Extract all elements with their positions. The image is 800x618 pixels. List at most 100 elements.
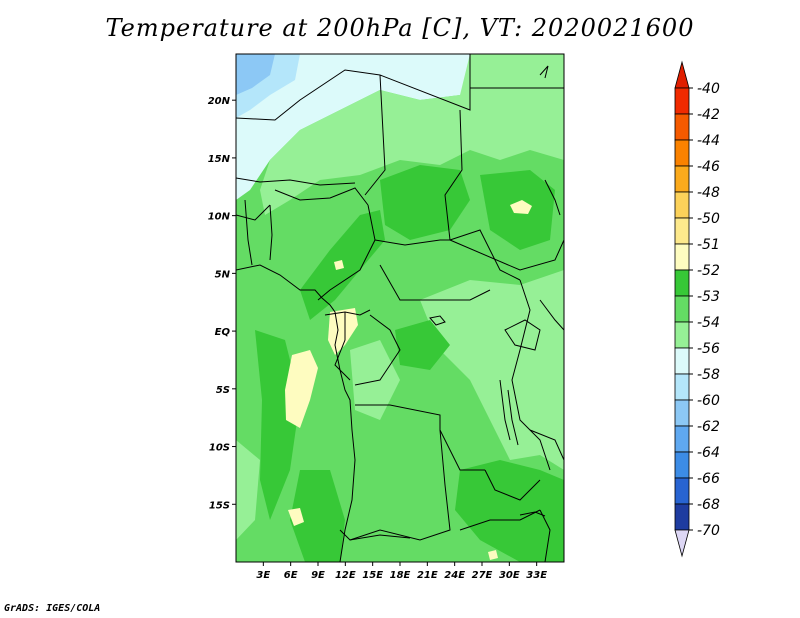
border-nigeria-cameroon (317, 204, 376, 301)
field-dark-green-southeast (455, 460, 564, 562)
border-tanzania (529, 429, 564, 461)
colorbar-label: -62 (697, 419, 720, 435)
lat-tick-label: 10N (208, 212, 231, 223)
border-libya-egypt (469, 54, 564, 89)
colorbar-swatch (674, 113, 690, 141)
field-southwest-light-green (236, 440, 260, 540)
colorbar-swatch (674, 373, 690, 401)
coastline-lake-victoria (504, 319, 541, 351)
border-niger-chad (364, 74, 386, 196)
colorbar-top-arrow (674, 60, 690, 89)
longitude-axis: 3E 6E 9E 12E 15E 18E 21E 24E 27E 30E 33E (256, 562, 547, 581)
colorbar-label: -44 (697, 133, 720, 149)
field-dark-green-center (395, 320, 450, 370)
field-pale-yellow-south-east (488, 550, 498, 560)
border-angola-namibia (339, 529, 411, 541)
colorbar-swatch (674, 139, 690, 167)
coastline-nile (539, 65, 549, 79)
latitude-axis: 20N 15N 10N 5N EQ 5S 10S 15S (208, 96, 236, 511)
temperature-field (236, 54, 564, 562)
lon-tick-label: 24E (444, 570, 465, 581)
border-burkina (236, 204, 271, 221)
border-nigeria-niger (274, 187, 369, 206)
border-angola-zambia (349, 429, 451, 541)
coastline-west-africa (236, 264, 356, 562)
colorbar-label: -68 (697, 497, 720, 513)
lon-tick-label: 12E (335, 570, 356, 581)
lat-tick-label: 20N (208, 96, 231, 107)
lon-tick-label: 6E (284, 570, 298, 581)
lat-tick-label: 5N (215, 269, 231, 280)
lat-tick-label: 15S (209, 500, 230, 511)
colorbar-swatch (674, 87, 690, 115)
colorbar-swatch (674, 217, 690, 245)
colorbar-swatch (674, 269, 690, 297)
colorbar-label: -60 (697, 393, 720, 409)
colorbar-label: -70 (697, 523, 720, 539)
lat-tick-label: 5S (216, 385, 230, 396)
colorbar-label: -51 (697, 237, 720, 253)
border-gabon-congo (334, 312, 351, 381)
border-chad-sudan (444, 109, 463, 241)
lat-tick-label: 15N (208, 154, 231, 165)
colorbar-bottom-arrow (674, 529, 690, 558)
border-sudan-south (449, 239, 564, 271)
border-drc-zambia (484, 469, 541, 501)
lon-tick-label: 33E (526, 570, 547, 581)
colorbar-label: -53 (697, 289, 720, 305)
lon-tick-label: 9E (311, 570, 325, 581)
colorbar-label: -42 (697, 107, 720, 123)
colorbar-swatch (674, 451, 690, 479)
map-title: Temperature at 200hPa [C], VT: 202002160… (105, 14, 695, 42)
border-algeria-niger (236, 69, 381, 121)
field-northwest-mid-blue (236, 54, 275, 95)
border-zambia-zimbabwe (459, 509, 541, 531)
border-lake-west (499, 379, 511, 441)
field-pale-yellow-chad (510, 200, 532, 214)
lat-tick-label: EQ (215, 327, 231, 338)
border-sudan-east (544, 179, 561, 216)
border-mozambique (539, 509, 551, 562)
coastline (236, 65, 549, 562)
colorbar-swatch (674, 191, 690, 219)
colorbar: -40 -42 -44 -46 -48 -50 -51 -52 -53 -54 -56 -58 -60 -… (674, 60, 720, 558)
lon-tick-label: 27E (472, 570, 493, 581)
border-east-africa (511, 279, 551, 471)
colorbar-swatch (674, 503, 690, 531)
lon-tick-label: 30E (499, 570, 520, 581)
field-pale-yellow-small (334, 260, 344, 270)
colorbar-label: -40 (697, 81, 720, 97)
border-benin-nigeria (269, 204, 273, 261)
field-central-light-green (350, 340, 400, 420)
border-ghana-togo (244, 199, 253, 266)
country-borders (236, 54, 564, 562)
colorbar-swatch (674, 321, 690, 349)
colorbar-label: -66 (697, 471, 720, 487)
lat-tick-label: 10S (209, 443, 230, 454)
field-northeast-light-green (455, 54, 564, 160)
field-pale-yellow-south (288, 508, 304, 526)
colorbar-swatch (674, 165, 690, 193)
colorbar-label: -58 (697, 367, 720, 383)
colorbar-swatch (674, 425, 690, 453)
colorbar-swatch (674, 295, 690, 323)
border-lake-tanganyika (507, 389, 519, 446)
colorbar-swatch (674, 399, 690, 427)
coastline-lake-chad (429, 315, 446, 326)
coastline-lake-malawi (519, 511, 546, 517)
border-mali-niger (236, 177, 356, 186)
lon-tick-label: 18E (390, 570, 411, 581)
colorbar-label: -52 (697, 263, 720, 279)
colorbar-label: -56 (697, 341, 720, 357)
colorbar-swatch (674, 347, 690, 375)
colorbar-label: -50 (697, 211, 720, 227)
colorbar-label: -54 (697, 315, 720, 331)
border-uganda-kenya (539, 299, 564, 331)
field-dark-green-south (290, 470, 345, 562)
field-north-pale-cyan (236, 54, 470, 200)
border-congo-drc (354, 314, 401, 386)
colorbar-label: -48 (697, 185, 720, 201)
footer-credit: GrADS: IGES/COLA (4, 603, 101, 614)
border-drc-angola (355, 404, 485, 471)
